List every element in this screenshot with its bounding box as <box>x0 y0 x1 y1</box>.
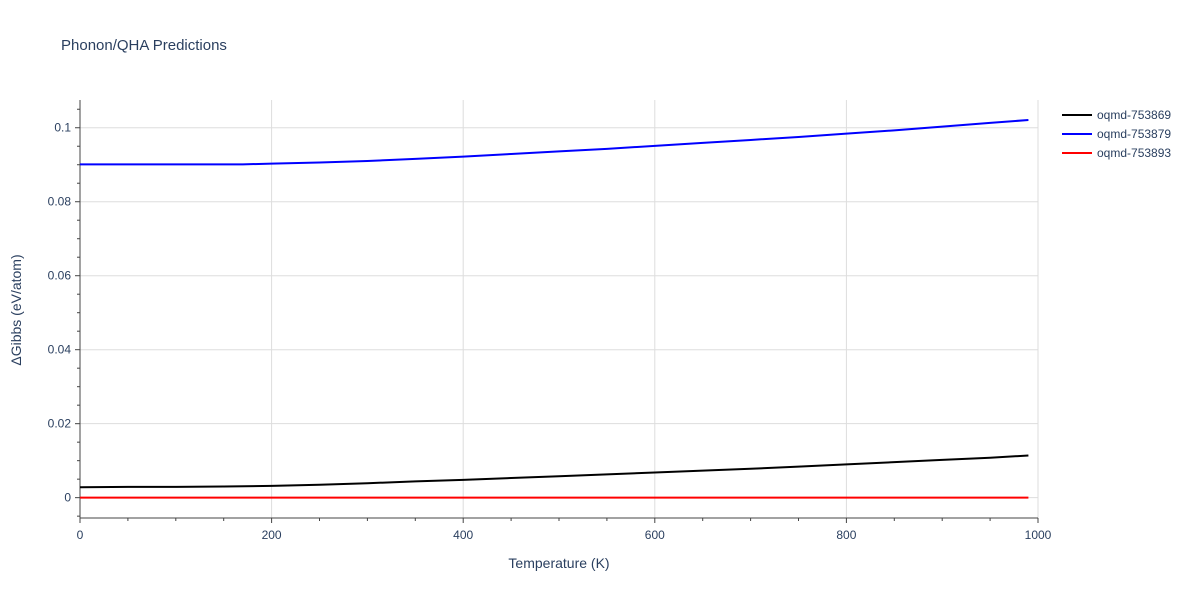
axes <box>75 100 1039 523</box>
x-tick-label: 0 <box>77 528 84 542</box>
series-line-oqmd-753879 <box>80 118 1029 166</box>
x-tick-label: 400 <box>453 528 473 542</box>
legend-item-oqmd-753869[interactable]: oqmd-753869 <box>1062 108 1171 122</box>
y-tick-label: 0.02 <box>48 417 72 431</box>
y-tick-label: 0.08 <box>48 195 72 209</box>
y-tick-label: 0.04 <box>48 343 72 357</box>
legend-item-oqmd-753893[interactable]: oqmd-753893 <box>1062 146 1171 160</box>
legend[interactable]: oqmd-753869 oqmd-753879 oqmd-753893 <box>1062 108 1171 160</box>
x-axis-ticks: 0 200 400 600 800 1000 <box>77 528 1052 542</box>
series-line-oqmd-753869 <box>79 454 1029 489</box>
grid <box>80 100 1039 518</box>
legend-label: oqmd-753879 <box>1097 127 1171 141</box>
chart-title: Phonon/QHA Predictions <box>61 37 227 54</box>
x-axis-label: Temperature (K) <box>508 555 609 571</box>
legend-label: oqmd-753893 <box>1097 146 1171 160</box>
x-tick-label: 600 <box>645 528 665 542</box>
x-tick-label: 1000 <box>1025 528 1052 542</box>
legend-item-oqmd-753879[interactable]: oqmd-753879 <box>1062 127 1171 141</box>
y-tick-label: 0.1 <box>54 121 71 135</box>
y-tick-label: 0 <box>64 491 71 505</box>
y-tick-label: 0.06 <box>48 269 72 283</box>
y-axis-label: ΔGibbs (eV/atom) <box>8 254 24 365</box>
legend-label: oqmd-753869 <box>1097 108 1171 122</box>
x-tick-label: 800 <box>836 528 856 542</box>
series-lines <box>79 118 1029 499</box>
x-tick-label: 200 <box>262 528 282 542</box>
y-axis-ticks: 0 0.02 0.04 0.06 0.08 0.1 <box>48 121 72 505</box>
